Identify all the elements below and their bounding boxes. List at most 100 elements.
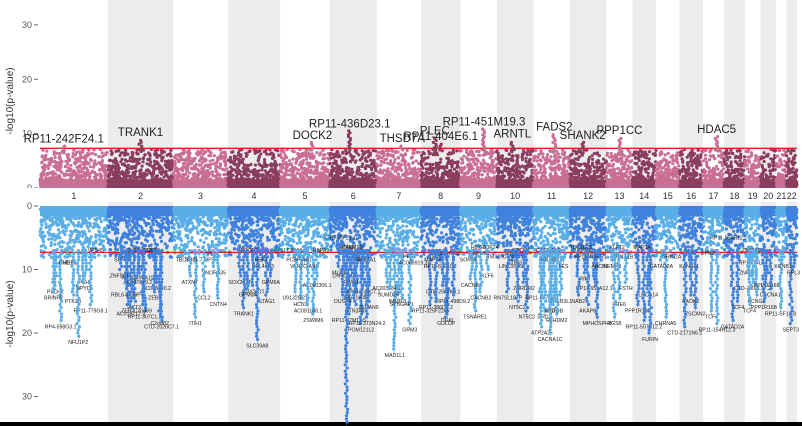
snp-point	[535, 175, 539, 179]
snp-point	[182, 165, 186, 169]
snp-point	[129, 165, 133, 169]
snp-point	[528, 157, 532, 162]
snp-point	[410, 171, 414, 175]
snp-point	[187, 171, 191, 175]
snp-point	[78, 176, 82, 180]
snp-point	[370, 168, 374, 172]
snp-point	[215, 170, 219, 174]
snp-point	[85, 160, 89, 164]
snp-point	[253, 163, 257, 167]
snp-point	[268, 174, 272, 178]
snp-point	[170, 165, 174, 169]
snp-point	[528, 152, 533, 157]
snp-point	[501, 174, 506, 178]
snp-point	[171, 171, 175, 175]
snp-point	[459, 157, 463, 161]
snp-point	[211, 158, 215, 162]
snp-point	[489, 153, 494, 157]
snp-point	[257, 157, 261, 162]
snp-point	[182, 151, 186, 155]
snp-point	[75, 165, 79, 170]
snp-point	[127, 159, 132, 163]
snp-point	[492, 150, 496, 154]
snp-point	[368, 151, 372, 155]
snp-point	[430, 175, 434, 179]
snp-point	[419, 173, 424, 178]
snp-point	[569, 153, 573, 157]
snp-point	[124, 148, 128, 152]
chromosome-band	[786, 0, 797, 188]
snp-point	[539, 159, 543, 163]
snp-point	[459, 149, 463, 153]
snp-point	[130, 174, 134, 178]
y-tick-label: 20	[22, 74, 32, 84]
snp-point	[573, 163, 577, 167]
snp-point	[292, 150, 296, 154]
snp-point	[400, 168, 404, 172]
snp-point	[301, 161, 305, 165]
snp-point	[100, 163, 104, 167]
snp-point	[72, 148, 76, 152]
snp-point	[431, 162, 435, 167]
snp-point	[287, 159, 292, 163]
snp-point	[450, 163, 454, 167]
snp-point	[459, 166, 463, 170]
snp-point	[537, 162, 541, 166]
snp-point	[556, 166, 560, 170]
snp-point	[336, 150, 340, 154]
snp-point	[318, 153, 322, 157]
snp-point	[332, 152, 336, 156]
snp-point	[489, 150, 493, 154]
snp-point	[323, 169, 327, 173]
snp-point	[379, 159, 383, 163]
snp-point	[187, 149, 191, 153]
snp-base	[227, 179, 281, 188]
snp-point	[409, 156, 413, 160]
snp-point	[505, 161, 509, 165]
snp-point	[175, 157, 179, 161]
snp-point	[476, 170, 480, 174]
snp-point	[393, 157, 397, 162]
snp-point	[332, 167, 336, 171]
snp-point	[257, 154, 261, 158]
snp-point	[291, 171, 295, 175]
snp-point	[496, 154, 500, 158]
snp-point	[139, 168, 143, 172]
snp-point	[199, 156, 203, 161]
snp-point	[542, 163, 546, 167]
snp-point	[473, 171, 477, 175]
snp-point	[414, 159, 418, 163]
snp-point	[398, 175, 402, 179]
snp-point	[365, 164, 369, 168]
snp-point	[405, 168, 409, 173]
snp-point	[208, 159, 212, 163]
snp-point	[258, 149, 262, 153]
snp-point	[516, 163, 520, 167]
snp-point	[72, 161, 77, 165]
snp-point	[207, 154, 211, 158]
snp-point	[242, 172, 246, 176]
snp-point	[352, 155, 356, 159]
snp-point	[78, 151, 82, 155]
snp-point	[268, 152, 272, 156]
snp-point	[80, 156, 84, 160]
snp-point	[152, 169, 156, 173]
snp-point	[410, 167, 414, 171]
snp-point	[377, 154, 381, 158]
snp-point	[456, 165, 460, 169]
snp-point	[235, 166, 239, 170]
snp-point	[81, 150, 85, 154]
snp-point	[322, 156, 327, 161]
snp-point	[508, 157, 513, 161]
snp-base	[460, 179, 497, 188]
snp-point	[287, 173, 292, 177]
snp-point	[421, 166, 425, 170]
snp-point	[473, 157, 478, 161]
snp-point	[532, 171, 536, 175]
snp-point	[94, 176, 98, 180]
snp-point	[549, 172, 553, 176]
snp-point	[46, 166, 51, 170]
snp-point	[411, 148, 415, 152]
snp-point	[116, 164, 120, 168]
snp-point	[94, 174, 98, 178]
